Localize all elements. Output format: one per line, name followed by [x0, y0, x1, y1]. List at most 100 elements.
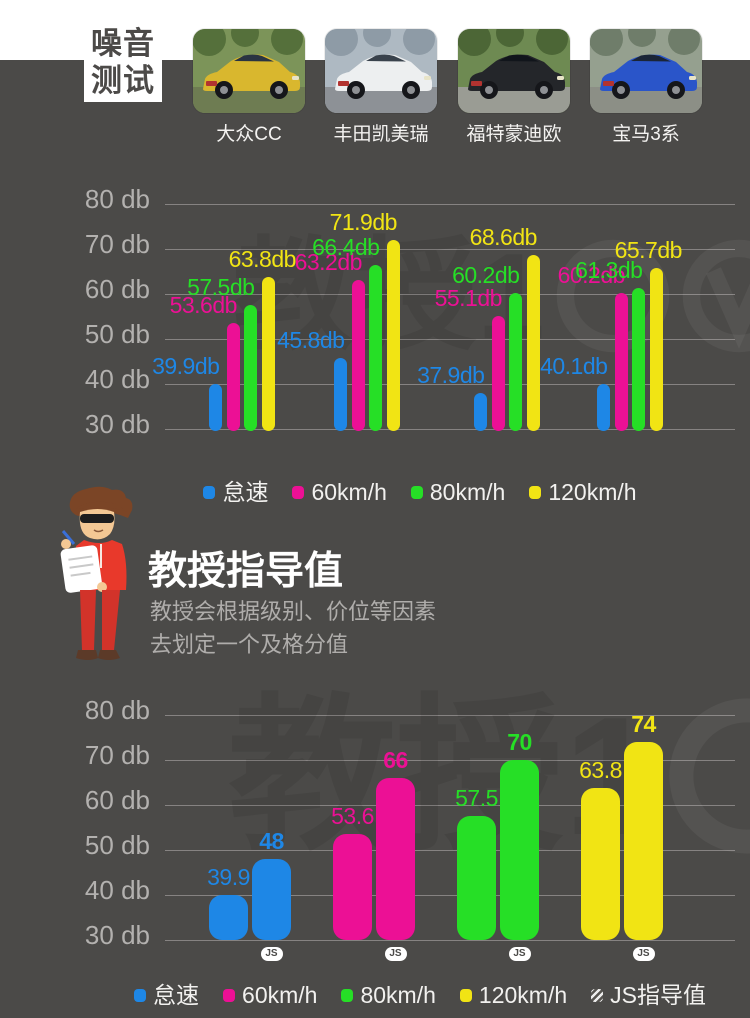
chart2-value-label-60km/h: 53.6 — [331, 802, 374, 829]
chart1-bar-60km/h-大众CC — [226, 322, 240, 431]
y-tick-label: 70 db — [84, 229, 150, 259]
legend-label: 80km/h — [429, 479, 506, 505]
chart1-value-label-宝马3系-60km/h: 60.2db — [557, 262, 626, 289]
gridline — [165, 249, 735, 250]
car-card-1 — [193, 29, 305, 113]
chart2-bar-60km/h — [333, 833, 372, 940]
chart1-bar-60km/h-福特蒙迪欧 — [491, 316, 505, 431]
color-swatch-icon — [203, 485, 216, 499]
legend-label: 怠速 — [222, 479, 269, 505]
legend-label: 120km/h — [548, 479, 637, 505]
js-badge: JS — [632, 947, 655, 961]
chart2-bar-80km/h — [457, 816, 496, 940]
chart2-value-label-120km/h-js: 74 — [631, 711, 656, 737]
color-swatch-icon — [341, 988, 354, 1002]
y-tick-label: 80 db — [84, 184, 150, 214]
y-tick-label: 50 db — [84, 830, 150, 860]
y-tick-label: 50 db — [84, 319, 150, 349]
legend-item-80km/h: 80km/h — [341, 980, 436, 1010]
chart1-bar-60km/h-宝马3系 — [614, 293, 628, 431]
car-photo — [458, 29, 570, 113]
legend-label: 120km/h — [478, 982, 568, 1008]
chart2-value-label-80km/h-js: 70 — [507, 729, 532, 755]
chart1-value-label-丰田凯美瑞-80km/h: 66.4db — [312, 234, 380, 261]
legend-item-JS指导值: JS指导值 — [591, 980, 706, 1010]
gridline — [165, 805, 735, 806]
chart1-bar-120km/h-丰田凯美瑞 — [386, 240, 400, 431]
chart1-value-label-宝马3系-120km/h: 65.7db — [614, 237, 683, 264]
legend-item-怠速: 怠速 — [203, 477, 268, 507]
gridline — [165, 940, 735, 941]
car-label-4: 宝马3系 — [612, 124, 680, 145]
gridline — [165, 294, 735, 295]
js-badge: JS — [384, 947, 407, 961]
chart1-bar-80km/h-宝马3系 — [632, 288, 646, 431]
chart1-value-label-福特蒙迪欧-怠速: 37.9db — [417, 362, 485, 389]
car-photo — [193, 29, 305, 113]
y-tick-label: 40 db — [84, 364, 150, 394]
chart2-bar-怠速-js — [252, 859, 291, 940]
car-label-1: 大众CC — [216, 124, 282, 145]
chart2-bar-怠速 — [209, 895, 248, 940]
legend-item-60km/h: 60km/h — [223, 980, 317, 1010]
chart1-value-label-丰田凯美瑞-60km/h: 63.2db — [294, 248, 363, 275]
gridline — [165, 384, 735, 385]
legend-item-120km/h: 120km/h — [459, 980, 568, 1010]
color-swatch-icon — [410, 485, 423, 499]
chart2-bar-120km/h — [581, 787, 620, 940]
chart2-bar-120km/h-js — [624, 742, 663, 940]
gridline — [165, 429, 735, 430]
legend-item-120km/h: 120km/h — [529, 477, 637, 507]
js-badge: JS — [260, 947, 283, 961]
chart1-value-label-大众CC-80km/h: 57.5db — [187, 274, 255, 301]
chart1-bar-80km/h-福特蒙迪欧 — [509, 293, 523, 431]
page-title-line1: 噪音 — [91, 26, 155, 61]
page-title: 噪音 测试 — [84, 22, 162, 102]
chart1-value-label-大众CC-120km/h: 63.8db — [228, 245, 297, 272]
chart1-value-label-福特蒙迪欧-120km/h: 68.6db — [469, 224, 538, 251]
y-tick-label: 80 db — [84, 695, 150, 725]
legend-item-怠速: 怠速 — [134, 980, 199, 1010]
legend-bottom: 怠速 60km/h 80km/h 120km/h JS指导值 — [90, 980, 750, 1010]
chart1-value-label-大众CC-怠速: 39.9db — [152, 353, 220, 380]
chart1-bar-60km/h-丰田凯美瑞 — [351, 279, 365, 431]
chart1-bar-怠速-福特蒙迪欧 — [474, 393, 488, 431]
car-photo — [590, 29, 702, 113]
chart1-value-label-福特蒙迪欧-60km/h: 55.1db — [434, 285, 503, 312]
chart1-value-label-宝马3系-80km/h: 61.3db — [575, 257, 643, 284]
chart1-value-label-丰田凯美瑞-怠速: 45.8db — [277, 326, 345, 353]
guide-description-line2: 去划定一个及格分值 — [150, 632, 349, 657]
legend-top: 怠速 60km/h 80km/h 120km/h — [90, 477, 750, 507]
chart1-bar-120km/h-福特蒙迪欧 — [526, 255, 540, 431]
chart2-bar-80km/h-js — [500, 760, 539, 940]
chart1-value-label-丰田凯美瑞-120km/h: 71.9db — [329, 209, 398, 236]
chart2-value-label-怠速: 39.9 — [207, 864, 250, 891]
chart1-bar-80km/h-丰田凯美瑞 — [369, 265, 383, 431]
color-swatch-icon — [529, 485, 542, 499]
legend-label: 怠速 — [153, 982, 200, 1008]
legend-label: JS指导值 — [610, 982, 706, 1008]
chart1-value-label-宝马3系-怠速: 40.1db — [540, 352, 608, 379]
chart1-bar-怠速-大众CC — [209, 384, 223, 431]
gridline — [165, 715, 735, 716]
chart2-value-label-怠速-js: 48 — [259, 828, 284, 854]
chart1-bar-120km/h-宝马3系 — [649, 268, 663, 431]
y-tick-label: 60 db — [84, 785, 150, 815]
chart1-bar-怠速-丰田凯美瑞 — [334, 357, 348, 431]
gridline — [165, 895, 735, 896]
chart1-value-label-福特蒙迪欧-80km/h: 60.2db — [452, 262, 520, 289]
car-photo — [325, 29, 437, 113]
legend-item-80km/h: 80km/h — [410, 477, 506, 507]
y-tick-label: 40 db — [84, 875, 150, 905]
gridline — [165, 850, 735, 851]
car-card-3 — [458, 29, 570, 113]
chart2-bar-60km/h-js — [376, 778, 415, 940]
chart1-bar-怠速-宝马3系 — [597, 383, 611, 431]
car-card-2 — [325, 29, 437, 113]
guide-chart: 80 db 70 db 60 db 50 db 40 db 30 db 教授1 39.9 48 J… — [0, 692, 750, 1000]
page-title-line2: 测试 — [91, 63, 155, 98]
legend-label: 60km/h — [242, 982, 318, 1008]
y-tick-label: 30 db — [84, 409, 150, 439]
